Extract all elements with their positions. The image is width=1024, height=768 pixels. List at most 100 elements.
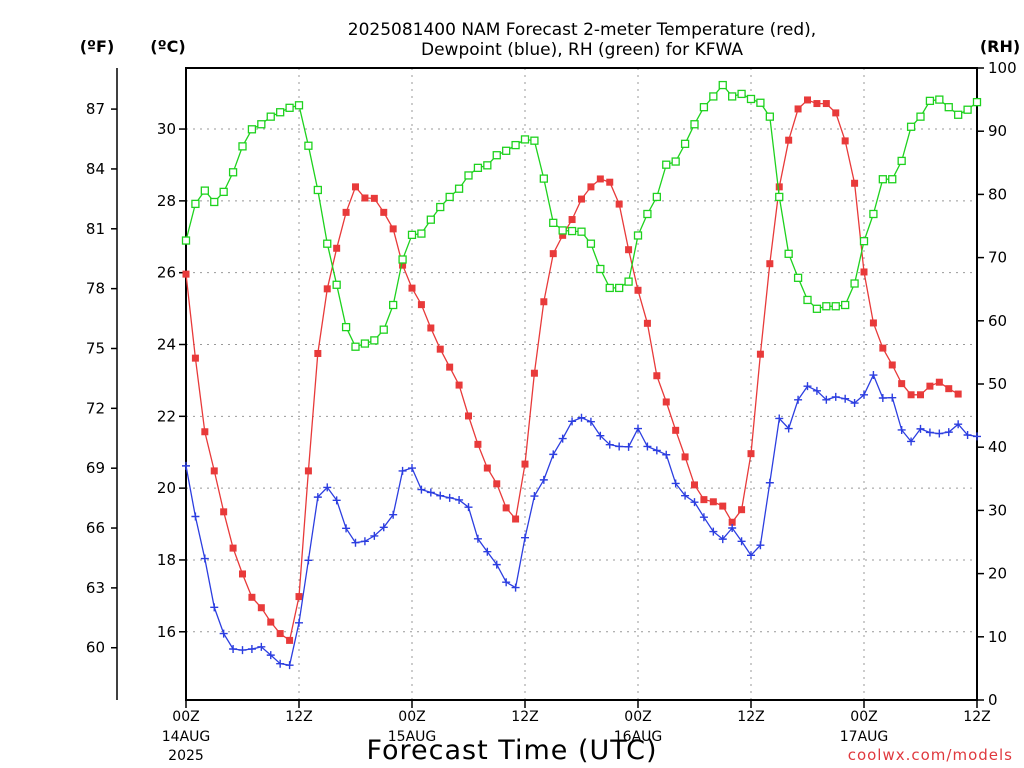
temperature-point [267, 618, 275, 626]
temperature-point [436, 345, 444, 353]
rh-point [963, 105, 972, 114]
dewpoint-point [756, 541, 765, 550]
rh-point [530, 136, 539, 145]
x-tick-label: 12Z [285, 709, 312, 725]
dewpoint-point [229, 645, 238, 654]
temperature-point [276, 630, 284, 638]
temperature-point [653, 372, 661, 380]
rh-point [567, 226, 577, 236]
temperature-point [229, 544, 237, 552]
rh-point [944, 103, 953, 112]
rh-point [737, 89, 746, 99]
rh-tick-label: 90 [988, 122, 1007, 140]
temperature-point [427, 324, 435, 332]
temperature-point [502, 504, 510, 512]
rh-point [972, 97, 982, 107]
temperature-point [201, 428, 209, 436]
rh-point [615, 283, 624, 293]
dewpoint-point [426, 488, 435, 497]
dewpoint-point [841, 394, 850, 403]
temperature-point [785, 136, 793, 144]
rh-point [436, 202, 445, 212]
temperature-point [719, 502, 727, 510]
dewpoint-point [539, 475, 548, 484]
dewpoint-point [558, 434, 567, 443]
temperature-point [530, 369, 538, 377]
temperature-point [926, 382, 934, 390]
rh-point [464, 171, 473, 180]
dewpoint-point [351, 538, 360, 547]
celsius-tick-label: 26 [157, 264, 176, 282]
rh-point [445, 192, 454, 202]
temperature-point [559, 231, 567, 239]
rh-tick-label: 100 [988, 59, 1017, 77]
rh-point [841, 300, 850, 310]
rh-point [756, 98, 765, 107]
temperature-point [446, 363, 454, 371]
dewpoint-point [860, 390, 868, 399]
dewpoint-point [210, 603, 219, 612]
dewpoint-point [182, 461, 190, 470]
rh-point [699, 103, 709, 112]
temperature-point [672, 426, 680, 434]
dewpoint-point [671, 479, 680, 488]
temperature-point [945, 385, 953, 393]
rh-point [859, 237, 869, 246]
temperature-point [361, 194, 369, 202]
rh-point [285, 103, 294, 112]
rh-point [379, 325, 388, 334]
rh-point [483, 161, 492, 170]
temperature-point [483, 464, 491, 472]
celsius-tick-label: 30 [157, 120, 176, 138]
dewpoint-point [812, 386, 821, 395]
dewpoint-point [935, 429, 944, 438]
temperature-point [578, 195, 585, 203]
celsius-tick-label: 16 [157, 623, 176, 641]
rh-point [878, 175, 887, 184]
rh-point [812, 304, 822, 313]
x-tick-label: 12Z [963, 709, 990, 725]
dewpoint-point [888, 393, 897, 402]
dewpoint-point [521, 533, 529, 542]
rh-point [473, 163, 483, 173]
dewpoint-point [549, 450, 558, 459]
temperature-point [399, 261, 407, 269]
rh-point [765, 112, 774, 121]
rh-point [925, 96, 935, 106]
temperature-point [907, 391, 915, 399]
temperature-point [841, 137, 849, 145]
dewpoint-point [681, 491, 690, 500]
fahrenheit-tick-label: 81 [86, 220, 105, 238]
temperature-point [804, 96, 811, 104]
dewpoint-point [455, 495, 464, 504]
dewpoint-point [483, 547, 492, 556]
dewpoint-point [417, 485, 426, 494]
dewpoint-point [295, 618, 303, 627]
rh-point [746, 94, 756, 104]
rh-tick-label: 10 [988, 628, 1007, 646]
dewpoint-point [577, 413, 586, 422]
temperature-point [756, 350, 764, 358]
dewpoint-point [897, 425, 906, 434]
dewpoint-point [925, 428, 934, 437]
rh-point [831, 302, 840, 311]
dewpoint-point [869, 371, 878, 380]
temperature-point [681, 453, 689, 461]
rh-point [869, 209, 878, 219]
rh-point [558, 226, 567, 235]
temperature-point [709, 498, 717, 506]
temperature-point [191, 354, 199, 362]
x-tick-label: 00Z [172, 709, 199, 725]
temperature-point [813, 100, 821, 108]
rh-tick-label: 20 [988, 565, 1007, 583]
dewpoint-point [464, 503, 473, 512]
fahrenheit-tick-label: 72 [86, 399, 105, 417]
fahrenheit-tick-label: 87 [86, 100, 105, 118]
rh-point [671, 157, 680, 166]
rh-point [219, 187, 228, 197]
dewpoint-point [408, 464, 416, 473]
x-tick-date-label: 15AUG [388, 729, 437, 745]
dewpoint-point [304, 556, 313, 565]
dewpoint-point [398, 466, 407, 475]
